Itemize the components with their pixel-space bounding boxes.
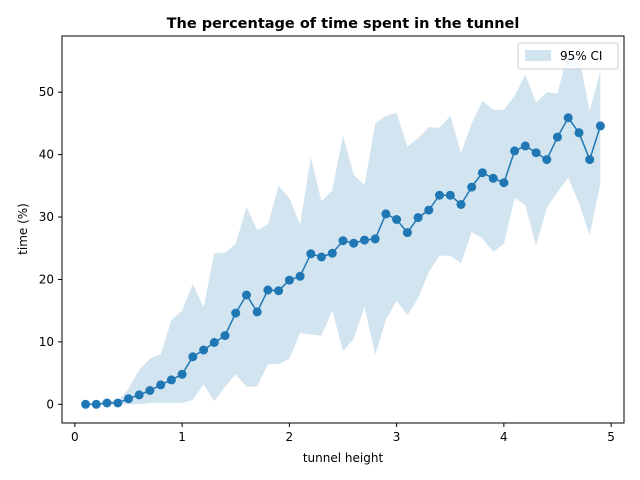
legend-swatch-ci bbox=[525, 50, 551, 61]
y-axis-label: time (%) bbox=[16, 203, 30, 255]
data-point bbox=[338, 236, 348, 246]
series-points-layer bbox=[81, 113, 605, 409]
data-point bbox=[295, 271, 305, 281]
data-point bbox=[91, 399, 101, 409]
data-point bbox=[199, 345, 209, 355]
data-point bbox=[381, 209, 391, 219]
chart-title: The percentage of time spent in the tunn… bbox=[167, 16, 520, 32]
data-point bbox=[252, 307, 262, 317]
data-point bbox=[209, 338, 219, 347]
data-point bbox=[542, 155, 552, 165]
y-tick-label: 0 bbox=[46, 397, 54, 411]
data-point bbox=[188, 352, 198, 362]
data-point bbox=[284, 275, 294, 285]
data-point bbox=[574, 128, 584, 138]
data-point bbox=[317, 252, 326, 262]
data-point bbox=[445, 190, 455, 200]
data-point bbox=[134, 390, 144, 400]
y-tick-label: 10 bbox=[39, 335, 54, 349]
data-point bbox=[166, 375, 176, 385]
x-axis-label: tunnel height bbox=[303, 451, 384, 465]
data-point bbox=[499, 178, 509, 188]
x-tick-label: 5 bbox=[607, 430, 615, 444]
ci-band bbox=[85, 51, 601, 405]
data-point bbox=[467, 182, 477, 192]
y-axis: 0 10 20 30 40 50 bbox=[39, 85, 62, 411]
data-point bbox=[274, 286, 284, 296]
data-point bbox=[477, 168, 487, 178]
data-point bbox=[531, 148, 541, 158]
data-point bbox=[595, 121, 605, 131]
x-tick-label: 1 bbox=[178, 430, 186, 444]
data-point bbox=[102, 398, 112, 408]
data-point bbox=[553, 132, 562, 142]
data-point bbox=[124, 394, 133, 404]
data-point bbox=[413, 213, 423, 223]
data-point bbox=[520, 141, 530, 151]
x-tick-label: 0 bbox=[71, 430, 79, 444]
data-point bbox=[220, 331, 230, 341]
data-point bbox=[306, 249, 316, 259]
x-tick-label: 3 bbox=[393, 430, 401, 444]
x-tick-label: 4 bbox=[500, 430, 508, 444]
x-tick-label: 2 bbox=[286, 430, 294, 444]
x-axis: 0 1 2 3 4 5 bbox=[71, 423, 615, 444]
legend-box bbox=[517, 42, 619, 70]
data-point bbox=[349, 238, 359, 248]
data-point bbox=[488, 173, 498, 183]
data-point bbox=[263, 285, 273, 295]
data-point bbox=[585, 155, 595, 165]
data-point bbox=[563, 113, 573, 123]
y-tick-label: 40 bbox=[39, 148, 54, 162]
y-tick-label: 30 bbox=[39, 210, 54, 224]
data-point bbox=[156, 380, 166, 390]
data-point bbox=[510, 146, 520, 156]
data-point bbox=[402, 228, 412, 238]
y-tick-label: 20 bbox=[39, 272, 54, 286]
y-tick-label: 50 bbox=[39, 85, 54, 99]
data-point bbox=[113, 398, 123, 408]
data-point bbox=[242, 290, 251, 300]
legend-label-ci: 95% CI bbox=[560, 49, 602, 63]
legend: 95% CI bbox=[517, 42, 619, 70]
data-point bbox=[145, 386, 155, 395]
data-point bbox=[177, 369, 187, 379]
data-point bbox=[231, 308, 241, 318]
ci-band-layer bbox=[85, 51, 601, 405]
data-point bbox=[327, 248, 337, 258]
data-point bbox=[456, 200, 466, 209]
data-point bbox=[81, 399, 91, 409]
data-point bbox=[392, 215, 402, 224]
plot-frame bbox=[61, 35, 625, 424]
data-point bbox=[370, 234, 380, 244]
data-point bbox=[424, 205, 434, 215]
data-point bbox=[360, 235, 369, 245]
data-point bbox=[435, 190, 444, 200]
